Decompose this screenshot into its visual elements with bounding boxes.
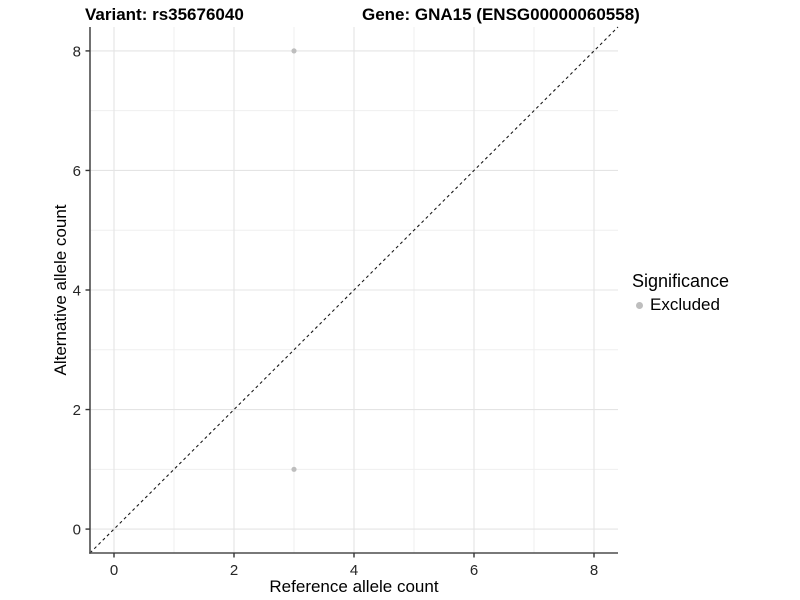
x-tick-label: 8 [590, 562, 598, 579]
y-tick-label: 0 [73, 522, 81, 539]
y-tick-label: 4 [73, 283, 81, 300]
y-tick-label: 6 [73, 163, 81, 180]
legend: Significance Excluded [632, 271, 729, 315]
legend-point-icon [636, 301, 643, 309]
identity-reference-line [89, 26, 619, 554]
data-point [291, 48, 297, 54]
legend-item-label: Excluded [650, 295, 720, 314]
legend-item-excluded: Excluded [632, 295, 729, 315]
x-tick-label: 6 [470, 562, 478, 579]
x-axis-title: Reference allele count [269, 577, 439, 596]
data-point [291, 466, 297, 472]
plot-title-variant: Variant: rs35676040 [85, 5, 244, 24]
y-tick-label: 8 [73, 43, 81, 60]
x-tick-label: 0 [110, 562, 118, 579]
x-tick-label: 4 [350, 562, 358, 579]
legend-title: Significance [632, 271, 730, 291]
y-axis-title: Alternative allele count [51, 204, 70, 376]
plot-title-gene: Gene: GNA15 (ENSG00000060558) [362, 5, 640, 24]
x-tick-label: 2 [230, 562, 238, 579]
y-tick-label: 2 [73, 402, 81, 419]
